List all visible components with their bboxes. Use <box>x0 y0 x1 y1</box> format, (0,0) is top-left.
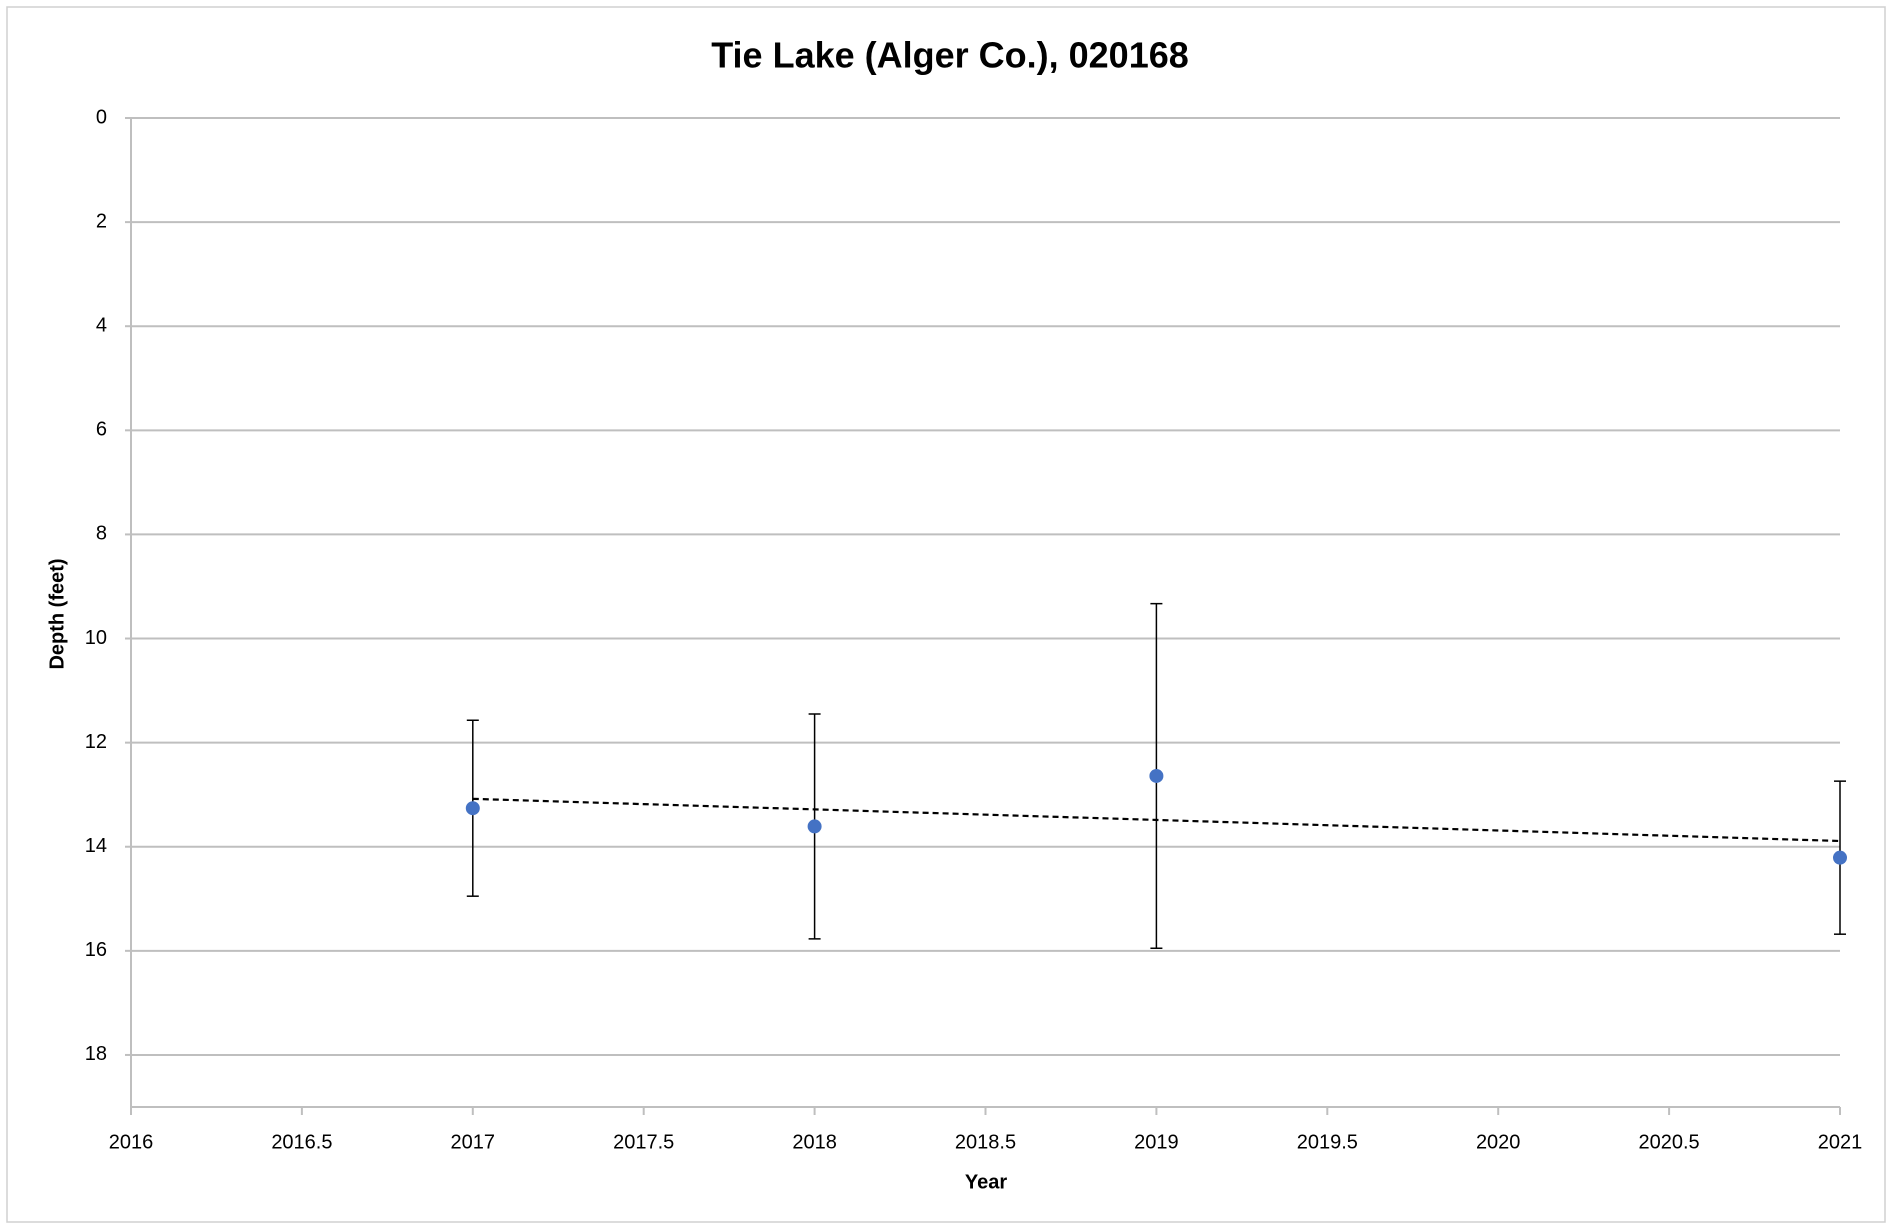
x-tick-label: 2018.5 <box>955 1131 1016 1153</box>
point <box>807 819 822 834</box>
y-tick-label: 14 <box>85 835 107 857</box>
x-tick-label: 2019 <box>1134 1131 1179 1153</box>
x-tick-label: 2017 <box>451 1131 496 1153</box>
x-tick-label: 2019.5 <box>1297 1131 1358 1153</box>
y-tick-label: 12 <box>85 731 107 753</box>
y-tick-label: 4 <box>96 314 107 336</box>
x-tick-label: 2021 <box>1818 1131 1863 1153</box>
y-tick-label: 0 <box>96 106 107 128</box>
y-tick-label: 2 <box>96 210 107 232</box>
point <box>1833 850 1847 865</box>
x-axis-title: Year <box>965 1171 1007 1193</box>
x-tick-label: 2018 <box>792 1131 837 1153</box>
y-axis-title: Depth (feet) <box>46 558 68 669</box>
x-tick-label: 2016.5 <box>271 1131 332 1153</box>
y-tick-label: 8 <box>96 523 107 545</box>
y-tick-label: 10 <box>85 627 107 649</box>
x-tick-label: 2016 <box>109 1131 154 1153</box>
point <box>465 801 480 816</box>
y-tick-label: 16 <box>85 939 107 961</box>
chart-frame <box>6 6 1886 1223</box>
point <box>1149 768 1164 783</box>
chart-title: Tie Lake (Alger Co.), 020168 <box>711 35 1189 76</box>
x-tick-label: 2020 <box>1476 1131 1521 1153</box>
x-tick-label: 2017.5 <box>613 1131 674 1153</box>
y-tick-label: 6 <box>96 419 107 441</box>
x-tick-label: 2020.5 <box>1639 1131 1700 1153</box>
y-tick-label: 18 <box>85 1043 107 1065</box>
